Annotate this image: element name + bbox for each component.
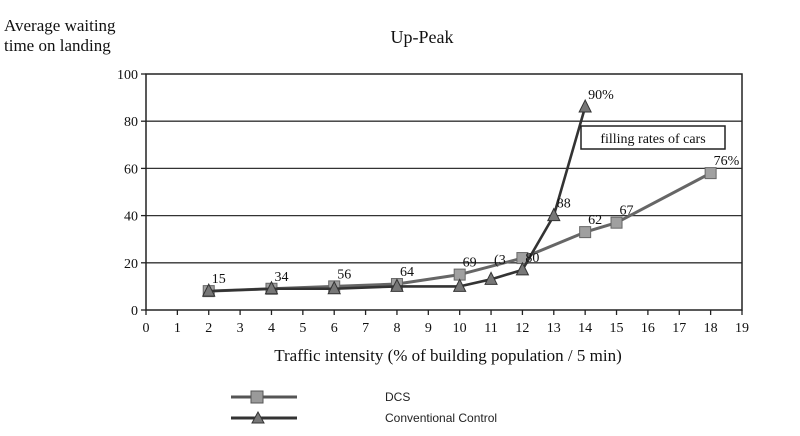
y-tick-label: 0 (131, 304, 138, 319)
plot-area-frame (145, 73, 743, 311)
point-label: (3 (494, 253, 506, 268)
annotation-box: filling rates of cars (580, 125, 726, 150)
y-tick-label: 60 (124, 162, 138, 177)
point-label: 62 (588, 213, 602, 228)
y-tick-label: 20 (124, 257, 138, 272)
x-tick-label: 7 (362, 321, 369, 336)
y-axis-label-line-2: time on landing (4, 36, 111, 55)
data-point-conventional-control (327, 280, 342, 295)
annotation-label: filling rates of cars (600, 132, 705, 147)
x-tick-label: 8 (393, 321, 400, 336)
legend: DCS Conventional Control (231, 390, 497, 425)
x-axis-label: Traffic intensity (% of building populat… (274, 346, 622, 365)
x-tick-label: 17 (672, 321, 686, 336)
point-label: 69 (463, 256, 477, 271)
x-tick-label: 12 (515, 321, 529, 336)
point-label: 34 (274, 270, 288, 285)
data-point-conventional-control (484, 271, 498, 285)
x-tick-label: 19 (735, 321, 749, 336)
x-tick-label: 3 (237, 321, 244, 336)
data-point-dcs (704, 167, 717, 180)
y-tick-label: 40 (124, 210, 138, 225)
point-label: 67 (620, 204, 634, 219)
x-tick-label: 6 (331, 321, 338, 336)
data-point-dcs (579, 226, 592, 239)
y-tick-label: 80 (124, 115, 138, 130)
point-label: 80 (525, 251, 539, 266)
labels-layer: 15 34 56 64 69 (3 80 88 62 67 90% 76% (212, 88, 740, 287)
data-point-conventional-control (452, 278, 467, 292)
x-tick-label: 14 (578, 321, 592, 336)
x-tick-label: 15 (610, 321, 624, 336)
x-tick-label: 16 (641, 321, 655, 336)
x-tick-label: 18 (704, 321, 718, 336)
legend-label-conventional-control: Conventional Control (385, 411, 497, 425)
data-point-conventional-control (578, 98, 592, 113)
point-label: 15 (212, 272, 226, 287)
y-tick-label: 100 (117, 68, 138, 83)
point-label: 90% (588, 88, 614, 103)
series-layer (201, 98, 717, 298)
legend-item-dcs: DCS (231, 390, 410, 404)
point-label: 76% (714, 154, 740, 169)
point-label: 88 (557, 197, 571, 212)
data-point-conventional-control (201, 283, 216, 297)
x-tick-label: 10 (453, 321, 467, 336)
x-tick-label: 4 (268, 321, 275, 336)
x-tick-label: 9 (425, 321, 432, 336)
x-tick-label: 11 (484, 321, 497, 336)
data-point-conventional-control (264, 280, 279, 295)
x-tick-label: 1 (174, 321, 181, 336)
x-tick-label: 0 (143, 321, 150, 336)
point-label: 56 (337, 267, 351, 282)
chart-title: Up-Peak (391, 27, 454, 47)
data-point-conventional-control (546, 207, 561, 222)
legend-item-conventional-control: Conventional Control (231, 410, 497, 425)
data-point-dcs (610, 216, 623, 229)
x-tick-label: 2 (205, 321, 212, 336)
legend-label-dcs: DCS (385, 390, 410, 404)
point-label: 64 (400, 265, 414, 280)
x-tick-label: 13 (547, 321, 561, 336)
x-tick-label: 5 (299, 321, 306, 336)
data-point-conventional-control (390, 278, 404, 292)
data-point-conventional-control (515, 261, 530, 276)
y-axis-label-line-1: Average waiting (4, 16, 116, 35)
grid-layer (146, 120, 742, 264)
